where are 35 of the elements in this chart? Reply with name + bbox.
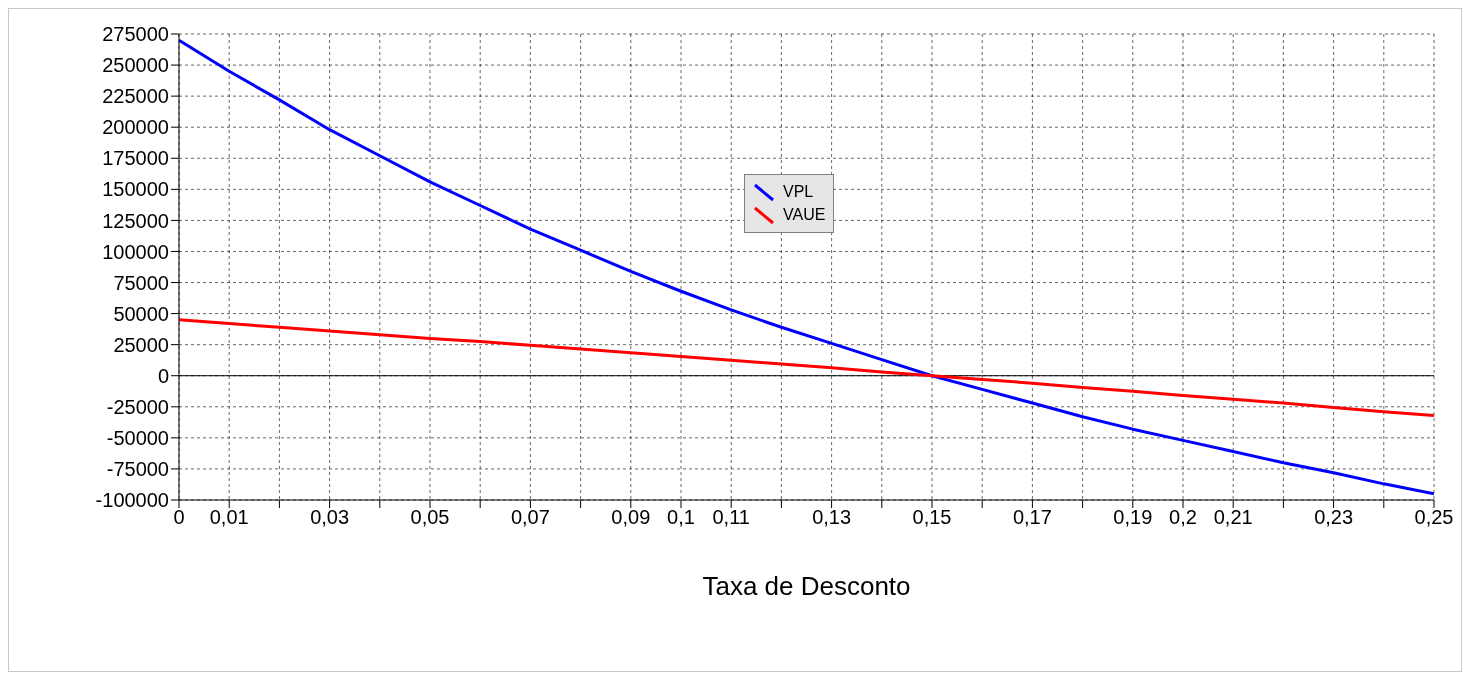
y-tick-label: 250000	[102, 54, 169, 77]
y-tick-label: -75000	[106, 458, 169, 481]
y-tick-label: 100000	[102, 240, 169, 263]
x-tick-label: 0,09	[611, 506, 651, 529]
x-tick-label: 0,2	[1169, 506, 1197, 529]
y-tick-label: 50000	[113, 302, 169, 325]
x-tick-label: 0,19	[1113, 506, 1153, 529]
x-tick-label: 0,17	[1012, 506, 1052, 529]
x-tick-label: 0,25	[1414, 506, 1454, 529]
y-tick-label: 125000	[102, 209, 169, 232]
x-tick-label: 0,13	[812, 506, 852, 529]
y-tick-label: 75000	[113, 271, 169, 294]
x-tick-label: 0,01	[209, 506, 249, 529]
x-axis-title: Taxa de Desconto	[702, 571, 911, 601]
y-tick-label: -50000	[106, 426, 169, 449]
y-tick-label: 275000	[102, 23, 169, 46]
y-tick-label: 175000	[102, 147, 169, 170]
y-tick-label: 225000	[102, 85, 169, 108]
x-tick-label: 0,23	[1314, 506, 1354, 529]
legend-label: VAUE	[783, 206, 826, 224]
legend-label: VPL	[783, 183, 814, 201]
y-tick-label: 150000	[102, 178, 169, 201]
y-tick-label: 0	[157, 364, 169, 387]
x-tick-label: 0,05	[410, 506, 450, 529]
x-tick-label: 0,11	[712, 506, 750, 529]
y-tick-label: 200000	[102, 116, 169, 139]
x-tick-label: 0,1	[667, 506, 695, 529]
y-tick-label: -100000	[95, 489, 169, 512]
x-tick-label: 0,07	[510, 506, 550, 529]
y-tick-label: 25000	[113, 333, 169, 356]
x-tick-label: 0	[173, 506, 185, 529]
y-tick-label: -25000	[106, 395, 169, 418]
x-tick-label: 0,21	[1213, 506, 1253, 529]
x-tick-label: 0,03	[310, 506, 350, 529]
x-tick-label: 0,15	[912, 506, 952, 529]
